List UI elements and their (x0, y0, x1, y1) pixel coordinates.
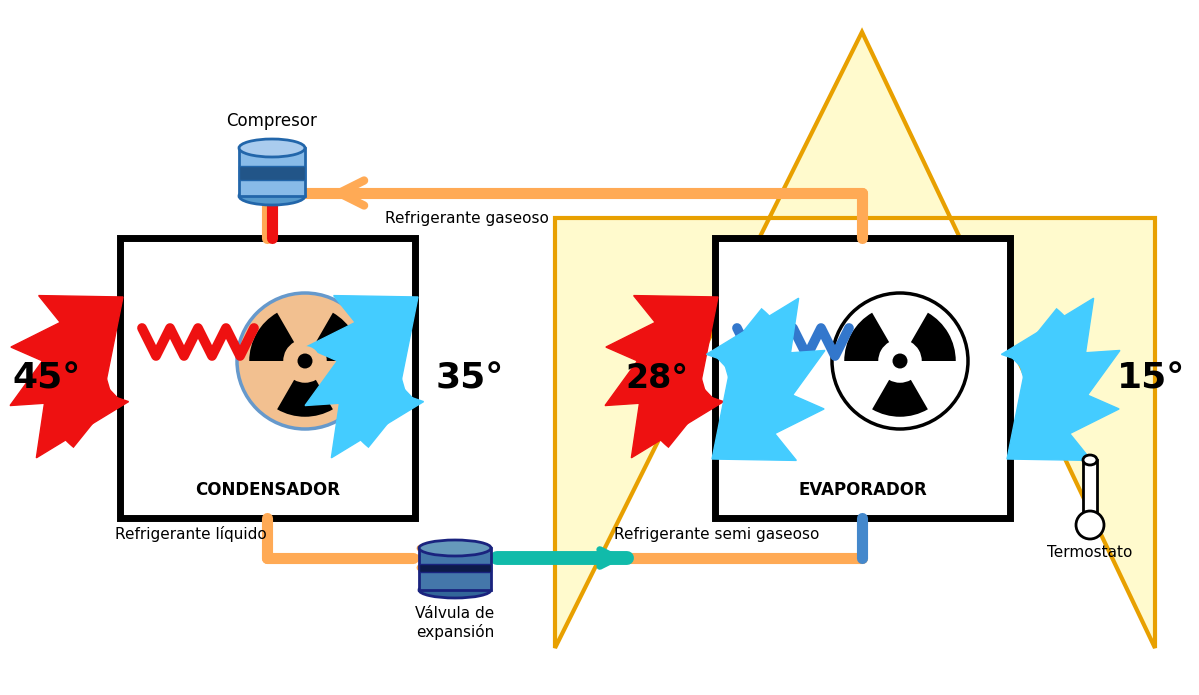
Polygon shape (649, 311, 695, 354)
Polygon shape (1030, 402, 1077, 445)
Wedge shape (872, 380, 928, 417)
Circle shape (297, 354, 313, 368)
Text: 28°: 28° (626, 361, 688, 395)
Circle shape (832, 293, 968, 429)
FancyArrow shape (1020, 366, 1119, 447)
Polygon shape (336, 383, 384, 414)
FancyArrow shape (605, 337, 713, 406)
Text: 15°: 15° (1116, 361, 1185, 395)
Bar (418, 564, 492, 572)
Text: EVAPORADOR: EVAPORADOR (799, 481, 927, 499)
FancyArrow shape (632, 375, 723, 458)
Bar (239, 148, 305, 196)
Ellipse shape (239, 139, 305, 157)
Polygon shape (55, 403, 102, 448)
FancyArrow shape (11, 309, 110, 391)
Polygon shape (53, 311, 101, 354)
Polygon shape (336, 346, 382, 375)
Wedge shape (249, 313, 294, 361)
Circle shape (237, 293, 373, 429)
Polygon shape (650, 403, 697, 448)
Polygon shape (41, 383, 89, 414)
Polygon shape (635, 383, 683, 414)
FancyArrow shape (331, 375, 423, 458)
Bar (239, 166, 305, 180)
FancyArrow shape (605, 309, 705, 391)
Wedge shape (315, 313, 361, 361)
Circle shape (885, 346, 915, 376)
Wedge shape (277, 380, 333, 417)
Text: 35°: 35° (436, 361, 504, 395)
Circle shape (892, 354, 908, 368)
FancyArrow shape (10, 337, 118, 406)
FancyArrow shape (1001, 298, 1093, 382)
Text: Termostato: Termostato (1047, 545, 1133, 560)
Polygon shape (747, 381, 795, 410)
Polygon shape (734, 308, 779, 353)
Ellipse shape (418, 540, 492, 556)
Polygon shape (735, 402, 782, 445)
Ellipse shape (418, 582, 492, 598)
Polygon shape (350, 403, 397, 448)
Bar (418, 548, 492, 590)
Bar (120, 238, 415, 518)
FancyArrow shape (706, 298, 799, 382)
FancyArrow shape (717, 350, 825, 418)
FancyArrow shape (1012, 350, 1120, 418)
Text: 45°: 45° (12, 361, 80, 395)
Ellipse shape (1083, 455, 1097, 465)
Polygon shape (1042, 381, 1090, 410)
Polygon shape (555, 32, 1155, 648)
FancyArrow shape (725, 366, 824, 447)
Polygon shape (635, 346, 683, 375)
Text: Refrigerante líquido: Refrigerante líquido (115, 526, 266, 542)
Circle shape (290, 346, 320, 376)
Text: Compresor: Compresor (227, 112, 318, 130)
Polygon shape (41, 346, 88, 375)
Wedge shape (911, 313, 956, 361)
FancyArrow shape (305, 337, 412, 406)
Polygon shape (746, 342, 795, 373)
Bar (1083, 460, 1097, 524)
Polygon shape (348, 311, 396, 354)
Bar (715, 238, 1010, 518)
FancyArrow shape (306, 309, 405, 391)
FancyArrow shape (1007, 376, 1091, 460)
Text: Refrigerante gaseoso: Refrigerante gaseoso (385, 211, 549, 226)
Text: CONDENSADOR: CONDENSADOR (195, 481, 341, 499)
FancyArrow shape (712, 376, 796, 460)
Circle shape (1076, 511, 1104, 539)
Text: Válvula de
expansión: Válvula de expansión (415, 606, 495, 639)
FancyArrow shape (333, 295, 418, 379)
Text: Refrigerante semi gaseoso: Refrigerante semi gaseoso (614, 527, 820, 542)
Wedge shape (844, 313, 890, 361)
Polygon shape (1029, 308, 1074, 353)
Ellipse shape (239, 187, 305, 205)
FancyArrow shape (38, 295, 123, 379)
FancyArrow shape (633, 295, 718, 379)
FancyArrow shape (36, 375, 128, 458)
Polygon shape (1041, 342, 1090, 373)
